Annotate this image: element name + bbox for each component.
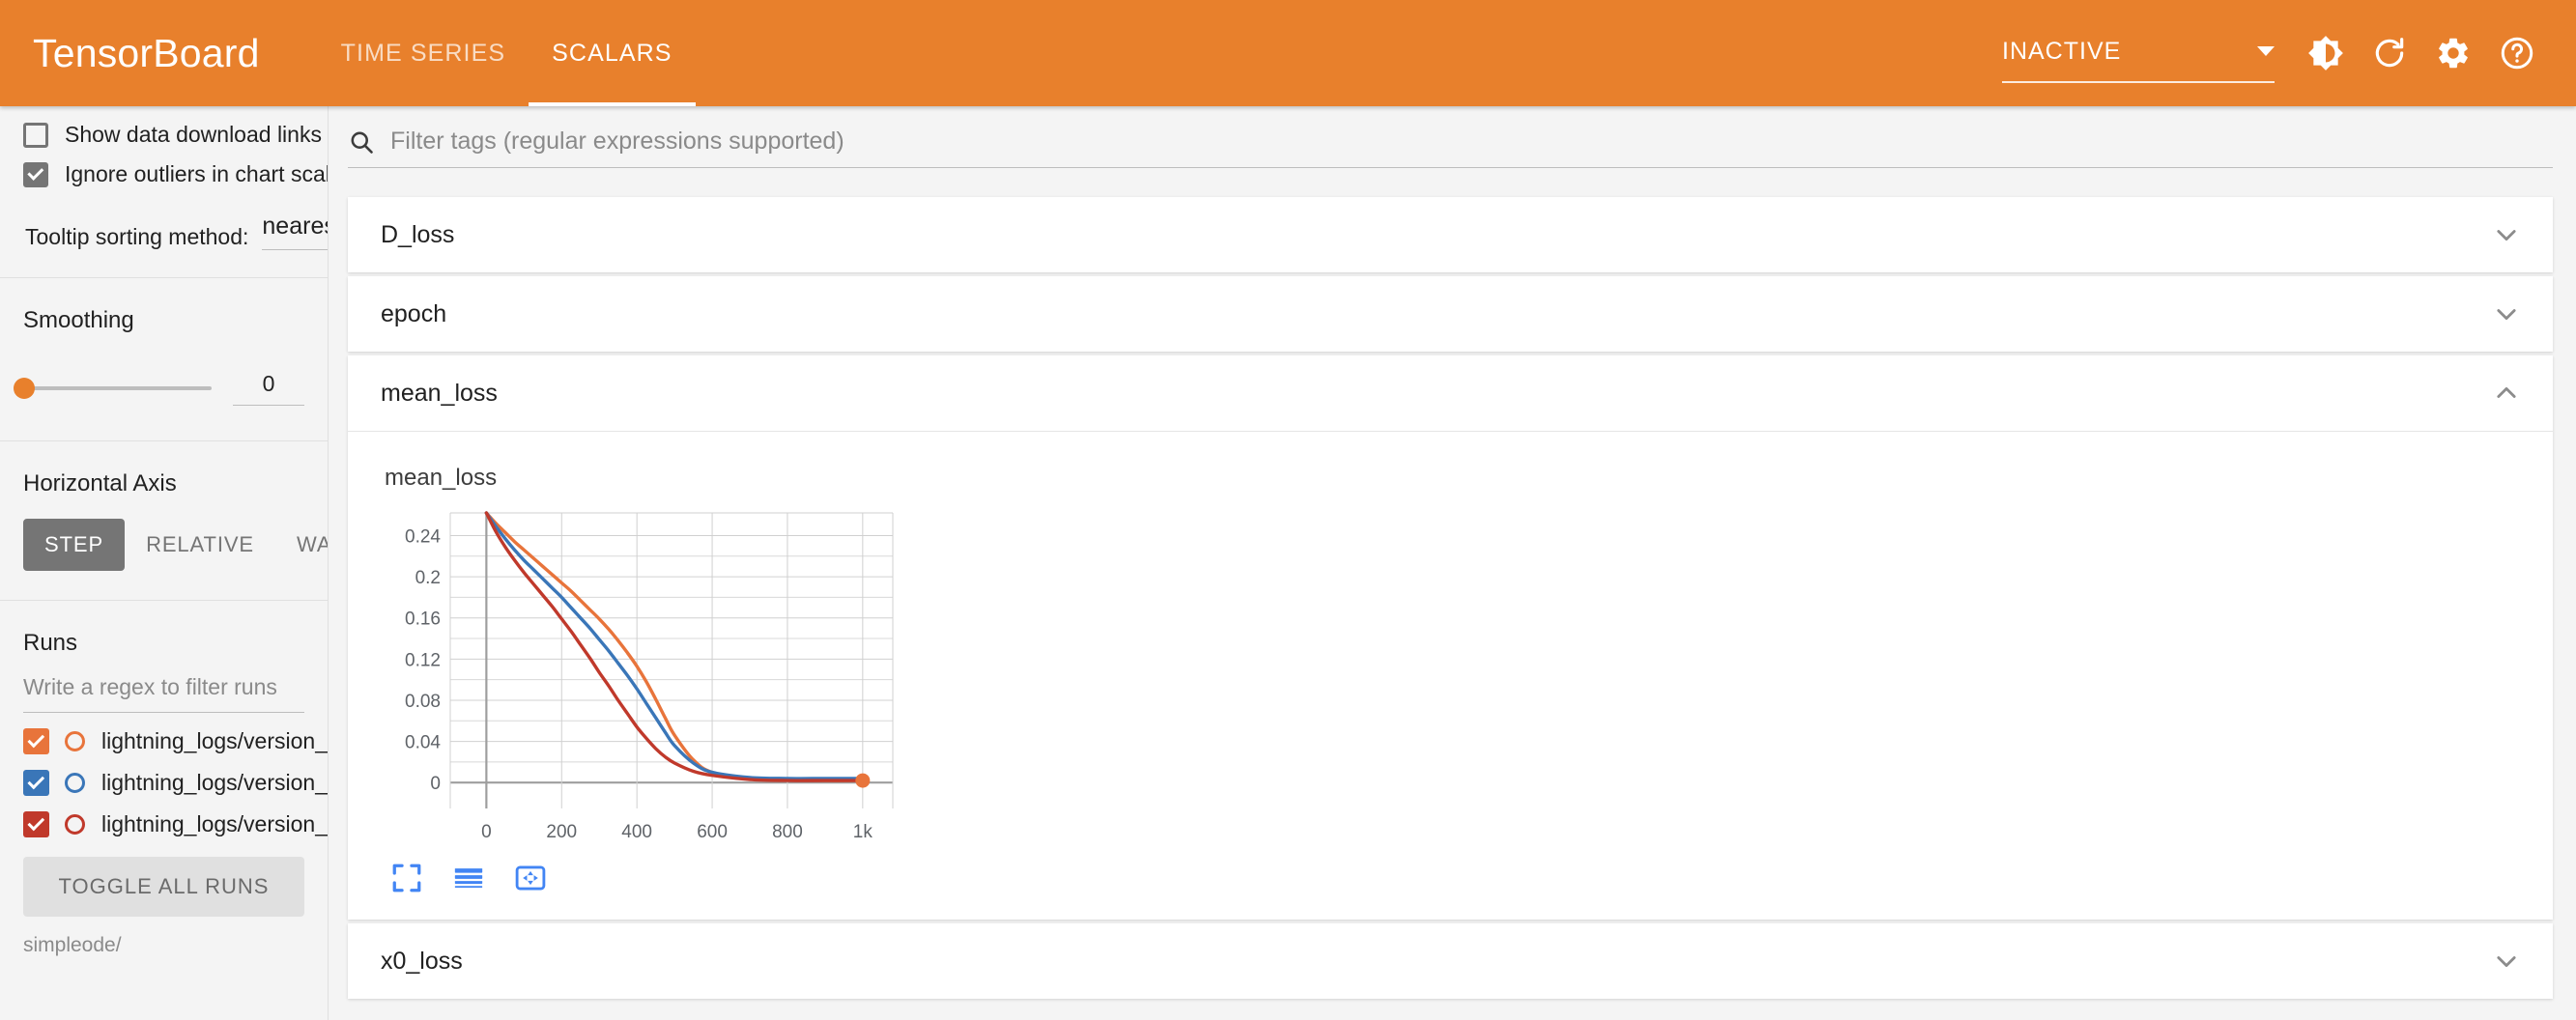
run-status-dropdown[interactable]: INACTIVE (1996, 37, 2275, 83)
run-item-version-0[interactable]: lightning_logs/version_0 (23, 728, 328, 754)
panel-title: mean_loss (381, 379, 498, 407)
run-checkbox[interactable] (23, 811, 49, 837)
checkbox-box[interactable] (23, 161, 48, 187)
tag-panels: D_loss epoch (346, 197, 2566, 999)
svg-text:0.12: 0.12 (405, 650, 441, 670)
run-checkbox[interactable] (23, 728, 49, 754)
chart-container[interactable]: 0 0.04 0.08 0.12 0.16 0.2 0.24 0 200 400 600 800 1k (371, 499, 2553, 852)
svg-text:0.16: 0.16 (405, 609, 441, 630)
sidebar-divider-2 (0, 440, 328, 441)
svg-text:800: 800 (772, 822, 803, 842)
panel-header[interactable]: D_loss (348, 197, 2553, 272)
caret-down-icon (2257, 46, 2275, 56)
settings-gear-icon[interactable] (2423, 23, 2483, 83)
horizontal-axis-buttons: STEP RELATIVE WALL (23, 519, 328, 571)
panel-header[interactable]: x0_loss (348, 923, 2553, 999)
panel-d-loss: D_loss (348, 197, 2553, 272)
svg-text:0: 0 (481, 822, 492, 842)
fullscreen-icon[interactable] (390, 862, 423, 894)
panel-header[interactable]: mean_loss (348, 355, 2553, 431)
svg-text:0: 0 (430, 774, 441, 794)
run-label: lightning_logs/version_0 (101, 728, 329, 753)
panel-divider (348, 431, 2553, 432)
svg-text:400: 400 (621, 822, 652, 842)
svg-text:0.2: 0.2 (415, 568, 441, 588)
top-bar-actions: INACTIVE (1996, 23, 2547, 83)
tooltip-sorting-row: Tooltip sorting method: nearest (23, 212, 328, 250)
panel-header[interactable]: epoch (348, 276, 2553, 352)
chevron-down-icon[interactable] (2493, 300, 2520, 327)
smoothing-slider-thumb[interactable] (14, 378, 35, 399)
checkbox-show-data-download-links[interactable]: Show data download links (23, 122, 322, 148)
chart-toolbar (390, 862, 2553, 894)
panel-body: mean_loss 0 0.04 0.08 0.12 0.16 0.2 0.24 0 200 40… (348, 432, 2553, 920)
checkbox-label: Ignore outliers in chart scaling (65, 161, 328, 186)
runs-title: Runs (23, 630, 78, 656)
svg-text:0.04: 0.04 (405, 733, 441, 753)
run-label: lightning_logs/version_2 (101, 811, 329, 836)
smoothing-value-input[interactable]: 0 (233, 371, 304, 406)
svg-text:600: 600 (697, 822, 728, 842)
svg-text:0.08: 0.08 (405, 692, 441, 712)
smoothing-row: 0 (14, 371, 304, 406)
panel-x0-loss: x0_loss (348, 923, 2553, 999)
mean-loss-line-chart[interactable]: 0 0.04 0.08 0.12 0.16 0.2 0.24 0 200 400 600 800 1k (371, 499, 912, 847)
sidebar-divider-3 (0, 600, 328, 601)
toggle-all-runs-button[interactable]: TOGGLE ALL RUNS (23, 857, 304, 917)
panel-mean-loss: mean_loss mean_loss 0 0.04 0.08 0.12 0.16 0.2… (348, 355, 2553, 920)
panel-title: epoch (381, 299, 447, 327)
logdir-label: simpleode/ (23, 934, 122, 956)
run-status-label: INACTIVE (2002, 37, 2122, 65)
axis-option-step[interactable]: STEP (23, 519, 126, 571)
sidebar-divider-1 (0, 277, 328, 278)
brightness-icon[interactable] (2296, 23, 2356, 83)
tag-filter-bar[interactable]: Filter tags (regular expressions support… (348, 128, 2553, 168)
chevron-down-icon[interactable] (2493, 221, 2520, 248)
panel-title: x0_loss (381, 947, 463, 975)
main-panel: Filter tags (regular expressions support… (329, 106, 2576, 1020)
run-item-version-1[interactable]: lightning_logs/version_1 (23, 770, 328, 796)
run-item-version-2[interactable]: lightning_logs/version_2 (23, 811, 328, 837)
nav-tabs: TIME SERIES SCALARS (318, 0, 696, 106)
search-icon (351, 130, 373, 154)
run-color-circle[interactable] (65, 814, 85, 835)
tooltip-sorting-label: Tooltip sorting method: (25, 224, 249, 249)
settings-sidebar: Show data download links Ignore outliers… (0, 106, 329, 1020)
tooltip-sorting-value: nearest (262, 212, 328, 240)
app-brand: TensorBoard (33, 30, 260, 75)
run-checkbox[interactable] (23, 770, 49, 796)
run-color-circle[interactable] (65, 773, 85, 793)
tab-time-series[interactable]: TIME SERIES (340, 39, 506, 67)
tag-filter-input[interactable]: Filter tags (regular expressions support… (390, 128, 844, 155)
runs-filter-input[interactable]: Write a regex to filter runs (23, 674, 304, 713)
panel-title: D_loss (381, 220, 455, 248)
help-circle-icon[interactable] (2487, 23, 2547, 83)
svg-text:200: 200 (546, 822, 577, 842)
axis-option-wall[interactable]: WALL (297, 532, 329, 556)
tab-scalars[interactable]: SCALARS (529, 0, 696, 106)
horizontal-axis-title: Horizontal Axis (23, 470, 177, 496)
axis-option-relative[interactable]: RELATIVE (146, 532, 254, 556)
chevron-down-icon[interactable] (2493, 948, 2520, 975)
run-label: lightning_logs/version_1 (101, 770, 329, 795)
pan-reset-icon[interactable] (514, 862, 547, 894)
refresh-icon[interactable] (2360, 23, 2419, 83)
app-body: Show data download links Ignore outliers… (0, 106, 2576, 1020)
svg-text:0.24: 0.24 (405, 526, 441, 547)
svg-text:1k: 1k (853, 822, 873, 842)
panel-epoch: epoch (348, 276, 2553, 352)
tooltip-sorting-select[interactable]: nearest (262, 212, 328, 250)
checkbox-ignore-outliers[interactable]: Ignore outliers in chart scaling (23, 161, 328, 187)
smoothing-slider[interactable] (14, 378, 212, 399)
chart-title: mean_loss (385, 465, 498, 491)
chevron-up-icon[interactable] (2493, 380, 2520, 407)
top-bar: TensorBoard TIME SERIES SCALARS INACTIVE (0, 0, 2576, 106)
checkbox-label: Show data download links (65, 122, 322, 147)
run-color-circle[interactable] (65, 731, 85, 751)
data-table-icon[interactable] (452, 862, 485, 894)
checkbox-box[interactable] (23, 122, 48, 148)
smoothing-title: Smoothing (23, 307, 134, 333)
